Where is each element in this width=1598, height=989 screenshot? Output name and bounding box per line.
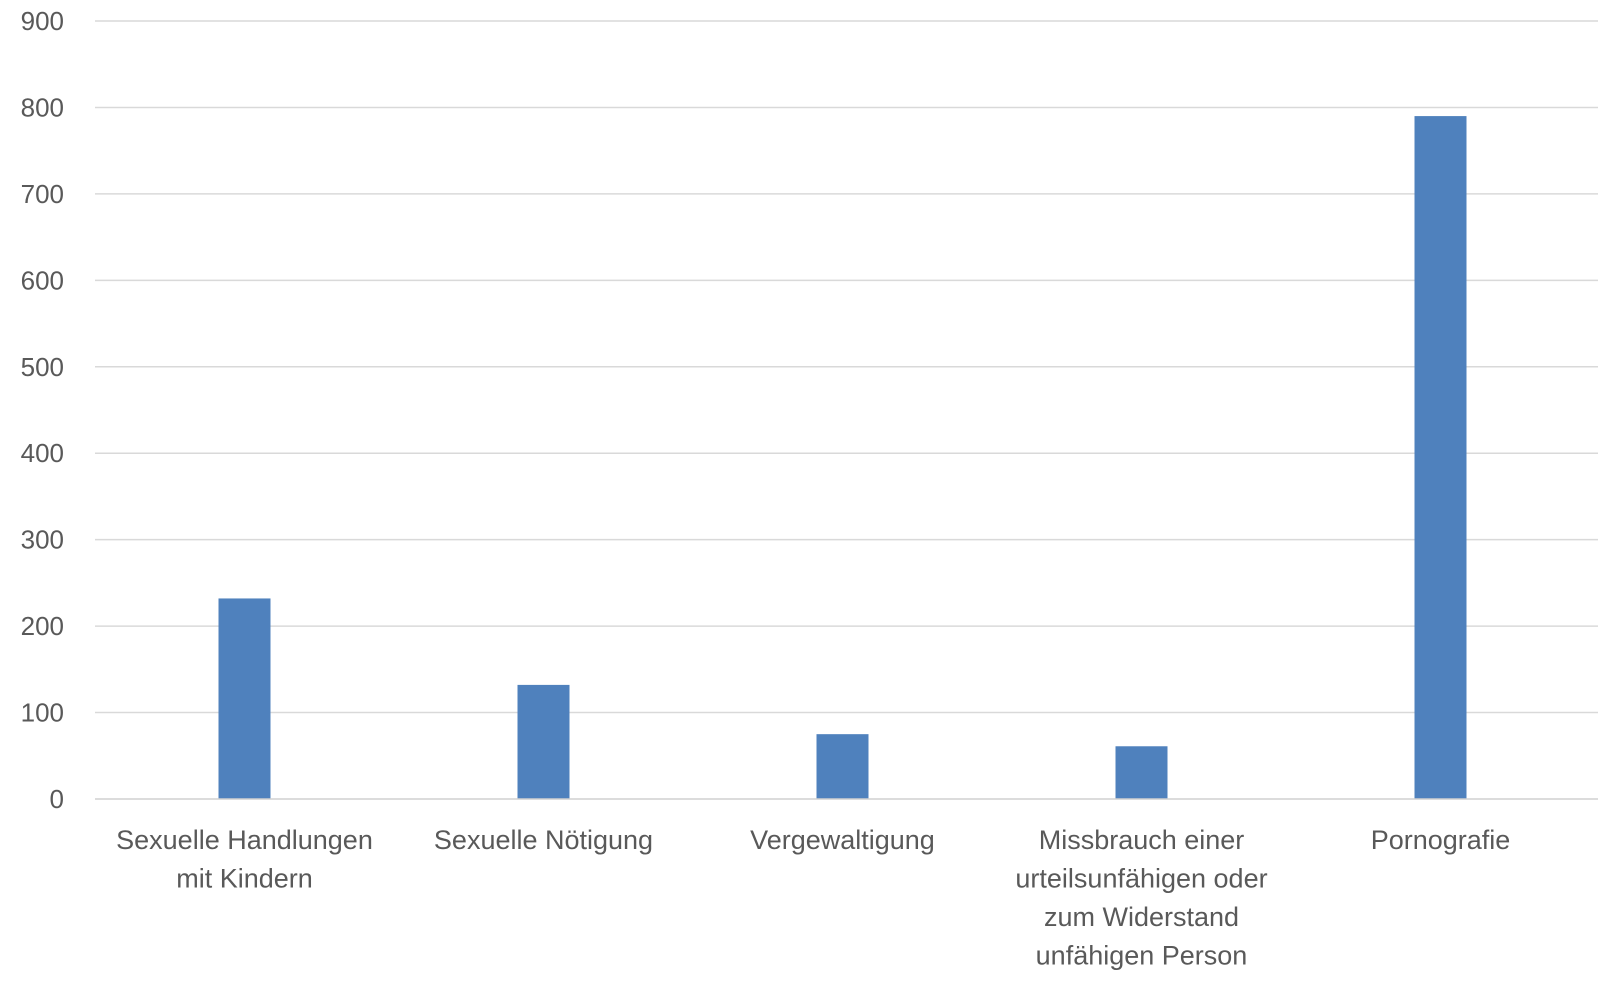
x-tick-label: Sexuelle Handlungen mit Kindern bbox=[116, 825, 373, 894]
y-tick-label: 0 bbox=[50, 784, 64, 814]
y-tick-label: 600 bbox=[21, 265, 64, 295]
x-tick-label: Pornografie bbox=[1371, 825, 1511, 855]
x-tick-label-line: mit Kindern bbox=[176, 864, 313, 894]
x-tick-label: Sexuelle Nötigung bbox=[434, 825, 653, 855]
x-tick-label-line: Pornografie bbox=[1371, 825, 1511, 855]
x-axis-category-labels: Sexuelle Handlungen mit Kindern Sexuelle N… bbox=[116, 825, 1510, 971]
x-tick-label: Vergewaltigung bbox=[750, 825, 935, 855]
y-tick-label: 300 bbox=[21, 525, 64, 555]
y-tick-label: 800 bbox=[21, 92, 64, 122]
y-tick-label: 400 bbox=[21, 438, 64, 468]
bar-2 bbox=[517, 684, 570, 799]
y-tick-label: 700 bbox=[21, 179, 64, 209]
y-tick-label: 200 bbox=[21, 611, 64, 641]
y-axis-tick-labels: 0 100 200 300 400 500 600 700 800 900 bbox=[21, 6, 64, 814]
bar-3 bbox=[816, 734, 869, 799]
x-tick-label-line: Vergewaltigung bbox=[750, 825, 935, 855]
y-tick-label: 100 bbox=[21, 698, 64, 728]
x-tick-label-line: Sexuelle Handlungen bbox=[116, 825, 373, 855]
bar-1 bbox=[218, 598, 271, 799]
bar-5 bbox=[1414, 116, 1467, 800]
x-tick-label-line: Missbrauch einer bbox=[1039, 825, 1245, 855]
bar-4 bbox=[1115, 746, 1168, 799]
x-tick-label: Missbrauch einer urteilsunfähigen oder zum… bbox=[1015, 825, 1267, 971]
y-tick-label: 900 bbox=[21, 6, 64, 36]
y-tick-label: 500 bbox=[21, 352, 64, 382]
x-tick-label-line: zum Widerstand bbox=[1044, 902, 1239, 932]
bars bbox=[218, 116, 1467, 800]
x-tick-label-line: unfähigen Person bbox=[1036, 941, 1248, 971]
x-tick-label-line: Sexuelle Nötigung bbox=[434, 825, 653, 855]
x-tick-label-line: urteilsunfähigen oder bbox=[1015, 864, 1267, 894]
gridlines bbox=[95, 20, 1598, 714]
